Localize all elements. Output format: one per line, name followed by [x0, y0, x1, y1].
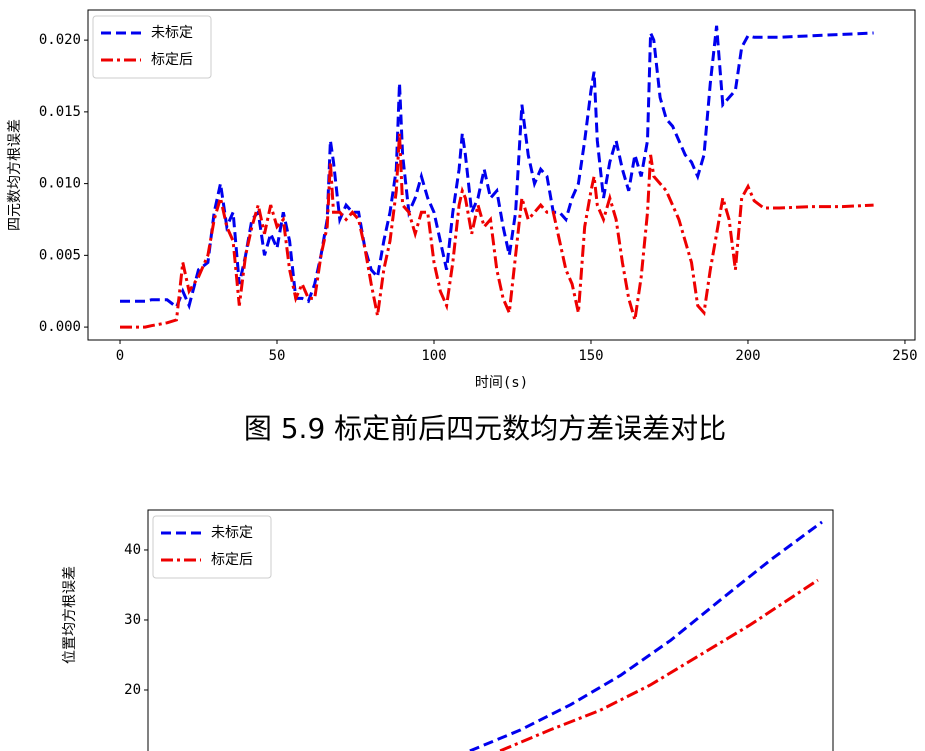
y-tick-label: 30: [124, 612, 141, 628]
plot-area: [469, 520, 823, 751]
y-tick-label: 0.000: [39, 319, 81, 335]
plot-frame: [147, 509, 834, 751]
x-tick-label: 100: [421, 348, 446, 364]
figure-caption: 图 5.9 标定前后四元数均方差误差对比: [244, 412, 726, 445]
x-tick-label: 50: [269, 348, 286, 364]
legend-label: 未标定: [211, 525, 253, 541]
y-tick-label: 0.010: [39, 176, 81, 192]
y-tick-label: 40: [124, 542, 141, 558]
legend-label: 标定后: [151, 52, 193, 68]
y-tick-label: 20: [124, 682, 141, 698]
plot-area: [120, 25, 874, 329]
x-tick-label: 200: [735, 348, 760, 364]
y-tick-label: 0.015: [39, 104, 81, 120]
x-tick-label: 250: [892, 348, 917, 364]
series-line: [120, 133, 874, 329]
legend-label: 标定后: [211, 552, 253, 568]
y-tick-label: 0.005: [39, 247, 81, 263]
x-tick-label: 0: [116, 348, 124, 364]
series-line: [499, 578, 819, 751]
x-tick-label: 150: [578, 348, 603, 364]
series-line: [469, 520, 823, 751]
legend-label: 未标定: [151, 25, 193, 41]
series-line: [120, 25, 874, 311]
y-axis-label: 位置均方根误差: [62, 566, 78, 664]
y-tick-label: 0.020: [39, 32, 81, 48]
x-axis-label: 时间(s): [475, 375, 528, 391]
plot-frame: [87, 9, 916, 341]
y-axis-label: 四元数均方根误差: [7, 119, 23, 231]
